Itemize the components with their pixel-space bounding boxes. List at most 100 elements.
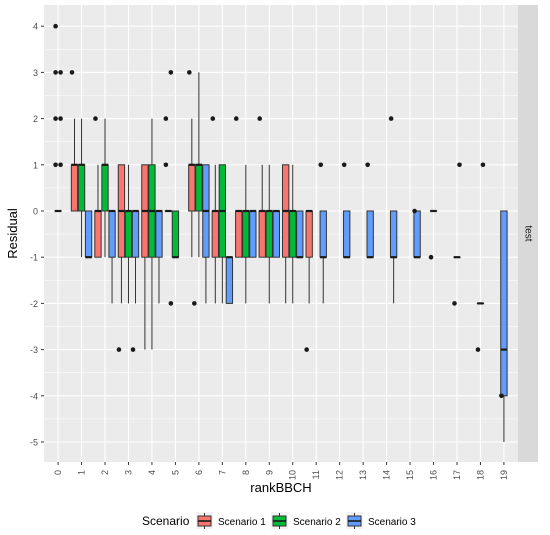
x-tick-label: 11 bbox=[311, 470, 321, 479]
box bbox=[225, 256, 234, 304]
box bbox=[289, 210, 297, 258]
outlier-point bbox=[168, 70, 174, 75]
box bbox=[343, 210, 351, 258]
legend-label: Scenario 1 bbox=[218, 517, 266, 528]
legend-key bbox=[346, 512, 363, 529]
box bbox=[211, 210, 219, 258]
y-tick-label: -2 bbox=[30, 299, 38, 309]
box bbox=[389, 210, 398, 258]
box bbox=[413, 210, 421, 258]
outlier-point bbox=[457, 162, 462, 168]
legend-label: Scenario 3 bbox=[368, 517, 416, 528]
y-tick-label: 0 bbox=[33, 207, 38, 217]
outlier-point bbox=[480, 162, 486, 168]
outlier-point bbox=[58, 116, 63, 121]
box bbox=[94, 210, 102, 258]
legend-key bbox=[196, 512, 213, 529]
y-tick-label: 3 bbox=[33, 68, 38, 78]
x-tick-label: 15 bbox=[405, 470, 415, 480]
legend-label: Scenario 2 bbox=[293, 517, 341, 528]
legend-key bbox=[271, 512, 288, 529]
box bbox=[235, 210, 243, 258]
outlier-point bbox=[412, 208, 417, 214]
box bbox=[272, 210, 280, 258]
y-tick-label: -5 bbox=[30, 438, 38, 448]
x-tick-label: 7 bbox=[217, 470, 227, 475]
y-tick-label: -4 bbox=[30, 391, 38, 401]
x-tick-label: 6 bbox=[194, 470, 204, 475]
box bbox=[101, 164, 109, 212]
x-tick-label: 2 bbox=[100, 470, 110, 475]
x-tick-label: 13 bbox=[358, 470, 368, 480]
box bbox=[124, 210, 133, 258]
x-tick-label: 17 bbox=[452, 470, 462, 480]
outlier-point bbox=[428, 254, 434, 260]
box bbox=[305, 210, 313, 258]
x-tick-label: 10 bbox=[288, 470, 298, 480]
x-tick-label: 12 bbox=[335, 470, 345, 480]
box bbox=[171, 210, 180, 258]
outlier-point bbox=[233, 116, 239, 121]
box bbox=[155, 210, 163, 258]
x-tick-label: 16 bbox=[429, 470, 439, 480]
outlier-point bbox=[93, 116, 98, 121]
outlier-point bbox=[53, 162, 58, 168]
outlier-point bbox=[58, 70, 63, 75]
box bbox=[265, 210, 273, 258]
box bbox=[500, 210, 508, 397]
series-2 bbox=[77, 72, 297, 350]
x-tick-label: 8 bbox=[241, 470, 251, 475]
box bbox=[84, 210, 93, 258]
outlier-point bbox=[475, 347, 481, 352]
y-tick-label: 2 bbox=[33, 114, 38, 124]
facet-strip-label: test bbox=[522, 225, 533, 241]
outlier-point bbox=[210, 116, 216, 121]
outlier-point bbox=[341, 162, 347, 168]
facet-strip bbox=[518, 5, 538, 462]
box bbox=[296, 210, 304, 258]
outlier-point bbox=[163, 116, 169, 121]
outlier-point bbox=[187, 70, 192, 75]
box bbox=[242, 210, 250, 258]
outlier-point bbox=[192, 301, 197, 306]
outlier-point bbox=[318, 162, 324, 168]
outlier-point bbox=[304, 347, 309, 352]
boxes bbox=[53, 23, 508, 442]
outlier-point bbox=[452, 301, 457, 306]
box bbox=[258, 210, 266, 258]
box bbox=[131, 210, 140, 258]
legend: Scenario Scenario 1 Scenario 2 Scenario 3 bbox=[142, 512, 416, 529]
x-tick-label: 0 bbox=[53, 470, 63, 475]
y-tick-label: 4 bbox=[33, 22, 38, 32]
y-tick-label: -3 bbox=[30, 345, 38, 355]
x-axis-title: rankBBCH bbox=[250, 480, 311, 495]
x-tick-label: 5 bbox=[170, 470, 180, 475]
box bbox=[70, 164, 79, 212]
box bbox=[195, 164, 203, 212]
box bbox=[108, 210, 116, 258]
outlier-point bbox=[168, 301, 174, 306]
x-tick-label: 19 bbox=[499, 470, 509, 480]
outlier-point bbox=[365, 162, 370, 168]
box bbox=[77, 164, 86, 212]
box bbox=[249, 210, 257, 258]
legend-title: Scenario bbox=[142, 514, 190, 528]
series-3 bbox=[84, 116, 508, 442]
outlier-point bbox=[53, 23, 58, 29]
outlier-point bbox=[130, 347, 136, 352]
x-tick-label: 14 bbox=[382, 470, 392, 480]
box bbox=[188, 164, 196, 212]
x-tick-label: 3 bbox=[123, 470, 133, 475]
outlier-point bbox=[116, 347, 122, 352]
x-tick-label: 18 bbox=[475, 470, 485, 480]
outlier-point bbox=[388, 116, 394, 121]
outlier-point bbox=[499, 393, 504, 399]
outlier-point bbox=[163, 162, 169, 168]
y-axis-title: Residual bbox=[5, 208, 20, 259]
y-tick-label: 1 bbox=[33, 160, 38, 170]
x-tick-label: 1 bbox=[77, 470, 87, 475]
series-1 bbox=[53, 23, 313, 352]
outlier-point bbox=[58, 162, 63, 168]
